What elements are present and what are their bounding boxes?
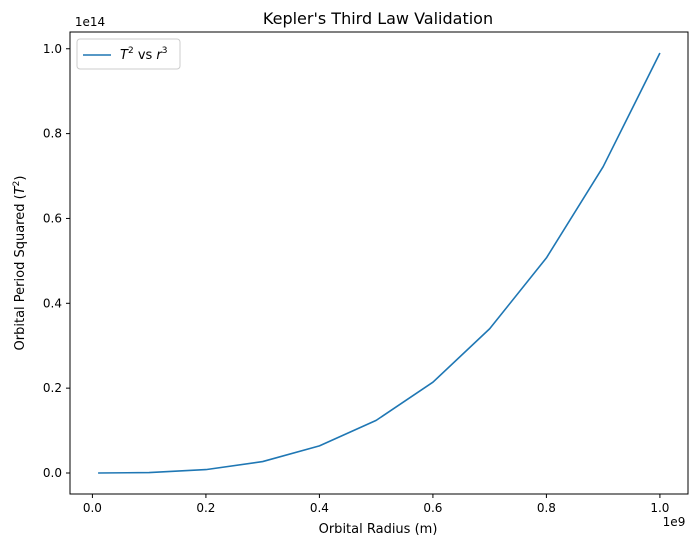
x-tick-label: 0.0 [83,501,102,515]
x-tick-label: 1.0 [650,501,669,515]
series-line [98,52,661,474]
y-axis-label: Orbital Period Squared (T2) [12,176,28,351]
legend: T2 vs r3 [76,38,181,70]
y-tick-label: 0.0 [43,466,62,480]
y-tick-label: 1.0 [43,42,62,56]
legend-label: T2 vs r3 [120,46,168,63]
series-layer [98,52,661,474]
x-tick-label: 0.6 [423,501,442,515]
y-tick-label: 0.2 [43,381,62,395]
x-tick-label: 0.8 [537,501,556,515]
x-offset-label: 1e9 [663,515,686,529]
y-tick-label: 0.4 [43,296,62,310]
y-tick-label: 0.8 [43,127,62,141]
x-tick-label: 0.2 [196,501,215,515]
chart-title: Kepler's Third Law Validation [263,9,493,28]
y-tick-label: 0.6 [43,211,62,225]
y-axis: 0.0 0.2 0.4 0.6 0.8 1.0 [43,42,70,480]
legend-box [76,38,181,70]
x-axis-label: Orbital Radius (m) [319,522,438,537]
y-offset-label: 1e14 [75,15,105,29]
x-axis: 0.0 0.2 0.4 0.6 0.8 1.0 [83,494,669,515]
x-tick-label: 0.4 [310,501,329,515]
plot-area-frame [69,31,689,495]
